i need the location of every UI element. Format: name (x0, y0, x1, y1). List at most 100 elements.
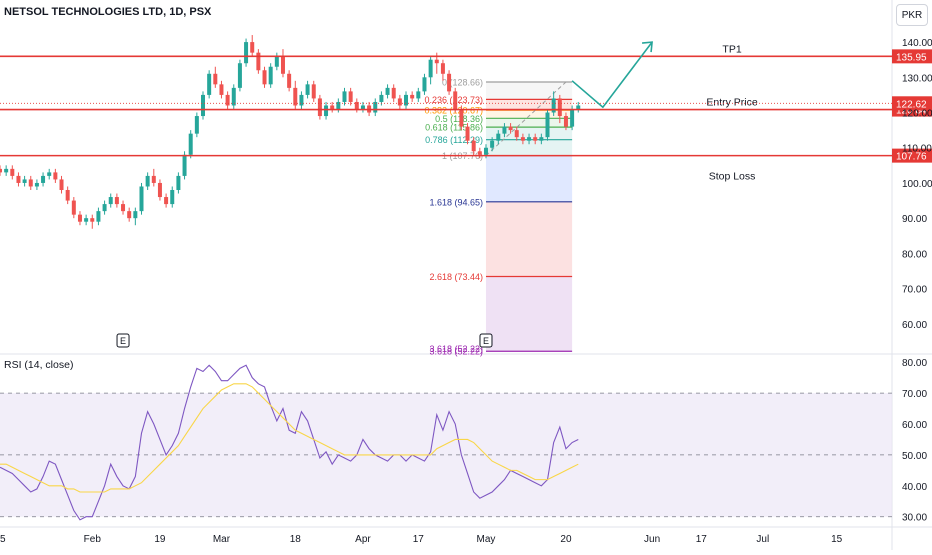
candle-body (348, 91, 353, 102)
currency-button[interactable]: PKR (896, 4, 928, 26)
axes: 60.0070.0080.0090.00100.00110.00120.0013… (0, 38, 932, 545)
candle-body (557, 98, 562, 117)
projection-arrow[interactable] (571, 41, 653, 109)
candle-body (570, 109, 575, 127)
candle-body (114, 197, 119, 205)
rsi-tick-label: 30.00 (902, 513, 927, 524)
candle-body (539, 137, 544, 141)
fib-band (485, 201, 573, 277)
price-tick-label: 130.00 (902, 73, 932, 84)
candle-body (188, 133, 193, 155)
price-tick-label: 110.00 (902, 144, 932, 155)
fib-level-label: 3.618 (52.22) (429, 344, 483, 354)
candle-body (514, 130, 519, 138)
fib-level-label: 0.5 (118.36) (435, 114, 483, 124)
candle-body (502, 126, 507, 134)
candle-body (520, 137, 525, 141)
candle-body (287, 73, 292, 88)
time-tick-label: Apr (355, 534, 371, 545)
rsi-ma-line (0, 383, 579, 493)
level-price-tag (892, 148, 932, 163)
time-tick-label: Jul (756, 534, 769, 545)
candle-body (219, 84, 224, 95)
rsi-tick-label: 50.00 (902, 451, 927, 462)
level-price-label: 107.76 (896, 152, 927, 163)
level-name-label: Entry Price (706, 97, 758, 109)
candle-body (440, 63, 445, 74)
fib-band (485, 155, 573, 202)
earnings-marker (479, 333, 493, 348)
candle-body (244, 42, 249, 64)
candle-body (250, 42, 255, 53)
fib-level-label: 2.618 (73.44) (429, 272, 483, 282)
candle-body (256, 52, 261, 71)
fib-level-label: 0.382 (120.67) (424, 106, 483, 116)
candle-body (237, 63, 242, 88)
candle-body (527, 137, 532, 141)
candle-body (194, 116, 199, 134)
rsi-pane (0, 364, 892, 521)
candle-body (170, 190, 175, 205)
candle-body (207, 73, 212, 95)
time-tick-label: Feb (84, 534, 102, 545)
rsi-title: RSI (14, close) (4, 359, 74, 371)
horizontal-levels[interactable]: 135.95 TP1 120.84 Entry Price 107.76 Stop Los… (0, 43, 932, 183)
candle-body (22, 179, 27, 183)
candle-body (336, 101, 341, 109)
candle-body (490, 140, 495, 148)
candle-body (416, 91, 421, 99)
candle-body (293, 87, 298, 106)
candle-body (77, 214, 82, 222)
candle-body (354, 101, 359, 109)
candle-body (477, 151, 482, 155)
candle-body (145, 175, 150, 187)
candle-body (34, 182, 39, 187)
candle-body (127, 211, 132, 219)
candle-body (157, 182, 162, 198)
fib-retracement[interactable]: 0 (128.66)0.236 (123.73)0.382 (120.67)0.… (424, 78, 573, 357)
candle-body (262, 70, 267, 85)
candle-body (268, 66, 273, 85)
candle-body (459, 109, 464, 127)
candle-body (422, 77, 427, 92)
candle-body (533, 137, 538, 141)
fib-band (485, 118, 573, 128)
time-tick-label: 15 (831, 534, 843, 545)
fib-level-label: 3.618 (52.22) (429, 347, 483, 357)
fib-level-label: 0.786 (112.29) (425, 135, 483, 145)
candle-body (404, 94, 409, 106)
candle-body (496, 133, 501, 141)
time-tick-label: 17 (696, 534, 708, 545)
candle-body (330, 105, 335, 109)
candle-body (90, 218, 95, 222)
candle-body (151, 175, 156, 183)
time-tick-label: Mar (213, 534, 231, 545)
candle-body (397, 98, 402, 106)
candle-body (71, 200, 76, 215)
rsi-tick-label: 80.00 (902, 358, 927, 369)
price-tick-label: 60.00 (902, 320, 927, 331)
candle-body (10, 168, 15, 176)
candle-body (453, 91, 458, 109)
candle-body (305, 84, 310, 95)
candle-body (299, 94, 304, 106)
candle-body (379, 94, 384, 102)
arrow-path (571, 41, 653, 109)
candle-body (0, 168, 2, 173)
candle-body (385, 87, 390, 95)
level-name-label: TP1 (722, 43, 741, 55)
candle-body (139, 186, 144, 212)
candle-body (410, 94, 415, 99)
candle-body (391, 87, 396, 99)
fib-band (485, 139, 573, 156)
fib-band (485, 276, 573, 352)
candle-body (465, 126, 470, 141)
candle-body (213, 73, 218, 85)
fib-level-label: 0 (128.66) (442, 78, 483, 88)
time-tick-label: 19 (154, 534, 166, 545)
price-tick-label: 120.00 (902, 109, 932, 120)
time-tick-label: Jun (644, 534, 660, 545)
